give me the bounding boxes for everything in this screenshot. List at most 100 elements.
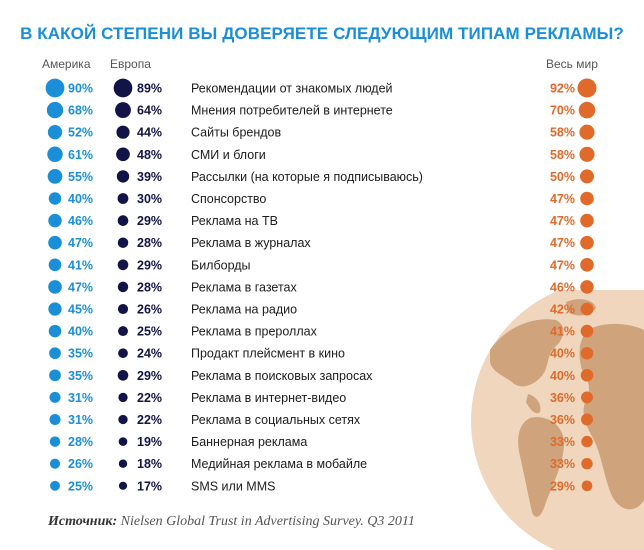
america-value-label: 41% xyxy=(68,258,93,272)
world-value-label: 58% xyxy=(550,148,575,162)
category-label: Реклама в социальных сетях xyxy=(191,413,361,427)
europe-bubble xyxy=(117,281,129,293)
category-label: Баннерная реклама xyxy=(191,435,307,449)
category-label: Сайты брендов xyxy=(191,126,281,140)
table-row: 35% 29% 40% Реклама в поисковых запросах xyxy=(49,369,594,383)
world-value-label: 50% xyxy=(550,170,575,184)
america-bubble xyxy=(48,213,62,228)
america-bubble xyxy=(50,480,60,491)
america-value-label: 47% xyxy=(68,280,93,294)
column-header-europe: Европа xyxy=(110,57,151,71)
america-bubble xyxy=(49,436,61,447)
chart-title: В КАКОЙ СТЕПЕНИ ВЫ ДОВЕРЯЕТЕ СЛЕДУЮЩИМ Т… xyxy=(20,24,624,43)
world-bubble xyxy=(580,258,594,272)
world-value-label: 41% xyxy=(550,325,575,339)
europe-bubble xyxy=(118,414,128,425)
europe-bubble xyxy=(113,78,133,98)
globe-land-north-america xyxy=(490,319,564,387)
category-label: Продакт плейсмент в кино xyxy=(191,347,345,361)
world-bubble xyxy=(577,78,597,98)
america-value-label: 40% xyxy=(68,325,93,339)
world-value-label: 47% xyxy=(550,192,575,206)
america-bubble xyxy=(48,192,62,205)
table-row: 26% 18% 33% Медийная реклама в мобайле xyxy=(49,457,593,471)
europe-bubble xyxy=(116,147,130,162)
world-value-label: 70% xyxy=(550,104,575,118)
table-row: 68% 64% 70% Мнения потребителей в интернете xyxy=(46,101,596,119)
europe-value-label: 48% xyxy=(137,148,162,162)
america-bubble xyxy=(45,78,65,98)
world-value-label: 40% xyxy=(550,347,575,361)
europe-value-label: 29% xyxy=(137,214,162,228)
category-label: СМИ и блоги xyxy=(191,148,266,162)
globe-land-south-america xyxy=(518,417,565,517)
america-value-label: 35% xyxy=(68,369,93,383)
world-bubble xyxy=(580,213,594,228)
europe-value-label: 17% xyxy=(137,479,162,493)
world-value-label: 92% xyxy=(550,82,575,96)
table-row: 52% 44% 58% Сайты брендов xyxy=(47,124,595,140)
world-value-label: 33% xyxy=(550,435,575,449)
category-label: Реклама в газетах xyxy=(191,280,297,294)
europe-bubble xyxy=(118,437,128,446)
america-bubble xyxy=(49,369,61,382)
europe-value-label: 22% xyxy=(137,391,162,405)
europe-value-label: 22% xyxy=(137,413,162,427)
world-value-label: 36% xyxy=(550,391,575,405)
world-value-label: 46% xyxy=(550,280,575,294)
europe-value-label: 26% xyxy=(137,303,162,317)
europe-value-label: 19% xyxy=(137,435,162,449)
world-bubble xyxy=(581,413,593,426)
world-bubble xyxy=(579,146,595,162)
europe-value-label: 18% xyxy=(137,457,162,471)
europe-value-label: 89% xyxy=(137,82,162,96)
column-header-america: Америка xyxy=(42,57,91,71)
category-label: Спонсорство xyxy=(191,192,266,206)
table-row: 31% 22% 36% Реклама в социальных сетях xyxy=(49,413,593,427)
world-bubble xyxy=(578,101,596,119)
europe-bubble xyxy=(118,481,128,490)
europe-value-label: 28% xyxy=(137,236,162,250)
america-bubble xyxy=(48,280,62,294)
world-bubble xyxy=(580,169,594,184)
globe-land-central-america xyxy=(526,394,541,414)
category-label: Рекомендации от знакомых людей xyxy=(191,82,393,96)
table-row: 61% 48% 58% СМИ и блоги xyxy=(47,146,595,163)
america-bubble xyxy=(49,458,61,469)
europe-value-label: 29% xyxy=(137,369,162,383)
category-label: Рассылки (на которые я подписываюсь) xyxy=(191,170,423,184)
europe-bubble xyxy=(117,303,129,315)
europe-bubble xyxy=(118,348,128,359)
world-value-label: 47% xyxy=(550,214,575,228)
source-label: Источник: xyxy=(48,514,118,529)
source-text: Nielsen Global Trust in Advertising Surv… xyxy=(120,514,415,529)
america-bubble xyxy=(48,258,62,272)
america-bubble xyxy=(49,391,61,403)
america-value-label: 45% xyxy=(68,303,93,317)
world-value-label: 40% xyxy=(550,369,575,383)
europe-bubble xyxy=(118,459,128,468)
category-label: Медийная реклама в мобайле xyxy=(191,457,367,471)
europe-value-label: 28% xyxy=(137,280,162,294)
table-row: 25% 17% 29% SMS или MMS xyxy=(50,479,593,493)
europe-bubble xyxy=(117,237,129,248)
table-row: 55% 39% 50% Рассылки (на которые я подписыв… xyxy=(47,169,594,184)
world-bubble xyxy=(580,280,594,294)
world-bubble xyxy=(581,435,593,448)
america-value-label: 68% xyxy=(68,104,93,118)
category-label: Реклама на ТВ xyxy=(191,214,278,228)
europe-bubble xyxy=(117,259,129,271)
america-value-label: 47% xyxy=(68,236,93,250)
america-value-label: 25% xyxy=(68,479,93,493)
europe-value-label: 64% xyxy=(137,104,162,118)
source-note: Источник: Nielsen Global Trust in Advert… xyxy=(48,514,415,530)
globe-land-eurafrica xyxy=(579,323,644,510)
table-row: 45% 26% 42% Реклама на радио xyxy=(48,302,594,317)
america-bubble xyxy=(48,324,62,338)
world-bubble xyxy=(580,235,594,250)
america-value-label: 55% xyxy=(68,170,93,184)
europe-bubble xyxy=(117,193,129,204)
world-value-label: 47% xyxy=(550,236,575,250)
europe-bubble xyxy=(117,369,129,381)
